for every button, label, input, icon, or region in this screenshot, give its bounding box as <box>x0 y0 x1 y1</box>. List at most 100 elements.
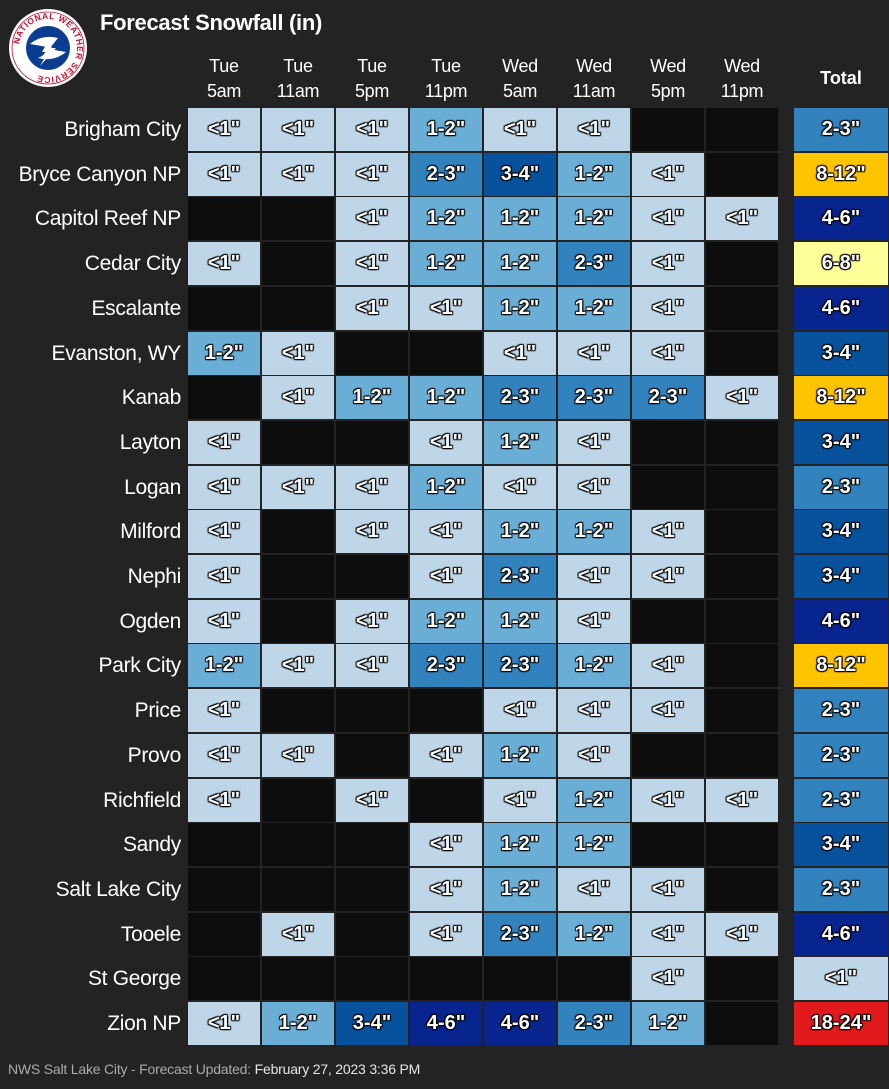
empty-cell <box>706 287 778 330</box>
total-cell: 8-12" <box>794 153 888 196</box>
empty-cell <box>706 957 778 1000</box>
snowfall-cell: 1-2" <box>262 1002 334 1045</box>
empty-cell <box>706 153 778 196</box>
empty-cell <box>262 823 334 866</box>
empty-cell <box>336 913 408 956</box>
column-header: Tue 11am <box>262 54 334 104</box>
snowfall-cell: <1" <box>632 957 704 1000</box>
row-label: Bryce Canyon NP <box>18 163 182 186</box>
snowfall-cell: 1-2" <box>484 287 556 330</box>
snowfall-cell: 1-2" <box>484 600 556 643</box>
snowfall-cell: <1" <box>706 779 778 822</box>
empty-cell <box>188 823 260 866</box>
total-cell: 4-6" <box>794 197 888 240</box>
snowfall-cell: <1" <box>188 779 260 822</box>
row-label: Capitol Reef NP <box>34 207 181 230</box>
snowfall-cell: 1-2" <box>484 734 556 777</box>
snowfall-cell: 2-3" <box>558 376 630 419</box>
empty-cell <box>262 197 334 240</box>
column-header-day: Tue <box>283 56 313 76</box>
empty-cell <box>188 197 260 240</box>
empty-cell <box>706 734 778 777</box>
empty-cell <box>262 957 334 1000</box>
column-header-time: 5pm <box>354 81 390 101</box>
snowfall-cell: 1-2" <box>188 332 260 375</box>
empty-cell <box>262 868 334 911</box>
snowfall-cell: <1" <box>706 913 778 956</box>
row-label: Nephi <box>127 565 182 588</box>
empty-cell <box>336 555 408 598</box>
empty-cell <box>336 957 408 1000</box>
snowfall-cell: <1" <box>188 1002 260 1045</box>
snowfall-cell: 1-2" <box>484 421 556 464</box>
snowfall-cell: <1" <box>336 287 408 330</box>
snowfall-cell: <1" <box>410 555 482 598</box>
snowfall-cell: 1-2" <box>484 242 556 285</box>
snowfall-cell: <1" <box>632 153 704 196</box>
snowfall-cell: 3-4" <box>336 1002 408 1045</box>
snowfall-cell: <1" <box>188 421 260 464</box>
empty-cell <box>632 823 704 866</box>
snowfall-cell: <1" <box>632 555 704 598</box>
total-cell: 3-4" <box>794 510 888 553</box>
chart-title: Forecast Snowfall (in) <box>100 10 322 35</box>
empty-cell <box>632 421 704 464</box>
snowfall-cell: <1" <box>484 332 556 375</box>
empty-cell <box>188 287 260 330</box>
snowfall-cell: <1" <box>262 913 334 956</box>
total-cell: 6-8" <box>794 242 888 285</box>
empty-cell <box>706 332 778 375</box>
empty-cell <box>262 555 334 598</box>
snowfall-cell: <1" <box>336 644 408 687</box>
snowfall-cell: <1" <box>484 779 556 822</box>
empty-cell <box>706 466 778 509</box>
snowfall-cell: 2-3" <box>484 913 556 956</box>
snowfall-cell: 1-2" <box>484 197 556 240</box>
column-header-day: Wed <box>502 56 538 76</box>
empty-cell <box>706 242 778 285</box>
column-header: Tue 11pm <box>410 54 482 104</box>
snowfall-cell: <1" <box>632 779 704 822</box>
empty-cell <box>336 689 408 732</box>
snowfall-cell: <1" <box>336 466 408 509</box>
empty-cell <box>706 600 778 643</box>
snowfall-cell: 1-2" <box>410 376 482 419</box>
empty-cell <box>410 689 482 732</box>
total-cell: 18-24" <box>794 1002 888 1045</box>
empty-cell <box>188 957 260 1000</box>
snowfall-cell: <1" <box>558 332 630 375</box>
snowfall-cell: <1" <box>484 108 556 151</box>
snowfall-cell: <1" <box>410 734 482 777</box>
empty-cell <box>706 644 778 687</box>
snowfall-cell: 1-2" <box>558 823 630 866</box>
snowfall-cell: 1-2" <box>410 600 482 643</box>
total-cell: 4-6" <box>794 913 888 956</box>
snowfall-cell: <1" <box>188 689 260 732</box>
empty-cell <box>410 779 482 822</box>
total-cell: 3-4" <box>794 421 888 464</box>
row-label: Milford <box>120 520 181 543</box>
empty-cell <box>188 376 260 419</box>
snowfall-cell: <1" <box>484 689 556 732</box>
footer: NWS Salt Lake City - Forecast Updated: F… <box>8 1061 420 1077</box>
snowfall-cell: <1" <box>706 376 778 419</box>
snowfall-cell: <1" <box>262 153 334 196</box>
empty-cell <box>188 913 260 956</box>
column-header-day: Wed <box>576 56 612 76</box>
snowfall-cell: 1-2" <box>558 913 630 956</box>
snowfall-cell: 1-2" <box>484 823 556 866</box>
total-cell: 2-3" <box>794 108 888 151</box>
snowfall-cell: <1" <box>262 734 334 777</box>
total-cell: 2-3" <box>794 466 888 509</box>
snowfall-cell: 2-3" <box>558 242 630 285</box>
snowfall-cell: <1" <box>188 555 260 598</box>
empty-cell <box>632 734 704 777</box>
empty-cell <box>558 957 630 1000</box>
empty-cell <box>262 421 334 464</box>
column-header: Wed 11am <box>558 54 630 104</box>
column-header-time: 5pm <box>650 81 686 101</box>
snowfall-cell: 2-3" <box>632 376 704 419</box>
snowfall-cell: 2-3" <box>484 555 556 598</box>
snowfall-cell: <1" <box>632 644 704 687</box>
total-cell: 8-12" <box>794 376 888 419</box>
